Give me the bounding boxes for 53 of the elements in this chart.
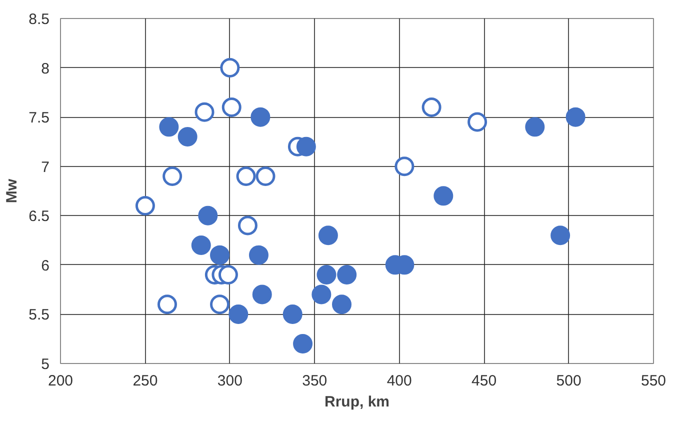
x-tick-label: 300: [217, 372, 242, 390]
point: [316, 265, 336, 285]
point: [566, 107, 586, 127]
x-tick-label: 400: [386, 372, 412, 390]
y-tick-label: 5.5: [28, 306, 50, 324]
point: [434, 186, 454, 206]
point: [238, 216, 258, 236]
point: [162, 166, 182, 186]
point: [157, 294, 177, 314]
point: [312, 284, 332, 304]
point: [236, 166, 256, 186]
point: [422, 97, 442, 117]
point: [218, 265, 238, 285]
point: [293, 334, 313, 354]
point: [256, 166, 276, 186]
y-tick-label: 5: [41, 356, 50, 373]
point: [210, 294, 230, 314]
point: [248, 245, 268, 265]
point: [178, 127, 198, 147]
point: [332, 294, 352, 314]
point: [282, 304, 302, 324]
x-tick-label: 250: [132, 372, 158, 390]
point: [296, 136, 316, 156]
point: [220, 58, 240, 78]
point: [337, 265, 357, 285]
point: [252, 284, 272, 304]
y-tick-label: 8: [41, 60, 50, 78]
y-axis-title: Mw: [4, 178, 21, 204]
point: [210, 245, 230, 265]
point: [550, 226, 570, 246]
point: [222, 97, 242, 117]
y-tick-label: 6.5: [28, 208, 50, 226]
x-axis-title: Rrup, km: [324, 394, 390, 410]
point: [135, 196, 155, 216]
y-tick-label: 7: [41, 158, 50, 176]
x-tick-label: 350: [302, 372, 328, 390]
point: [159, 117, 179, 137]
y-tick-label: 6: [41, 257, 50, 274]
point: [318, 226, 338, 246]
y-tick-label: 8.5: [28, 11, 50, 28]
point: [525, 117, 545, 137]
point: [250, 107, 270, 127]
point: [468, 112, 488, 132]
x-tick-label: 550: [640, 372, 666, 390]
point: [191, 235, 211, 255]
point: [198, 206, 218, 226]
point: [228, 304, 248, 324]
y-tick-label: 7.5: [28, 110, 50, 127]
x-tick-label: 500: [556, 372, 582, 390]
x-tick-label: 200: [48, 372, 74, 390]
x-tick-label: 450: [472, 372, 497, 390]
point: [194, 102, 214, 122]
point: [394, 156, 414, 176]
